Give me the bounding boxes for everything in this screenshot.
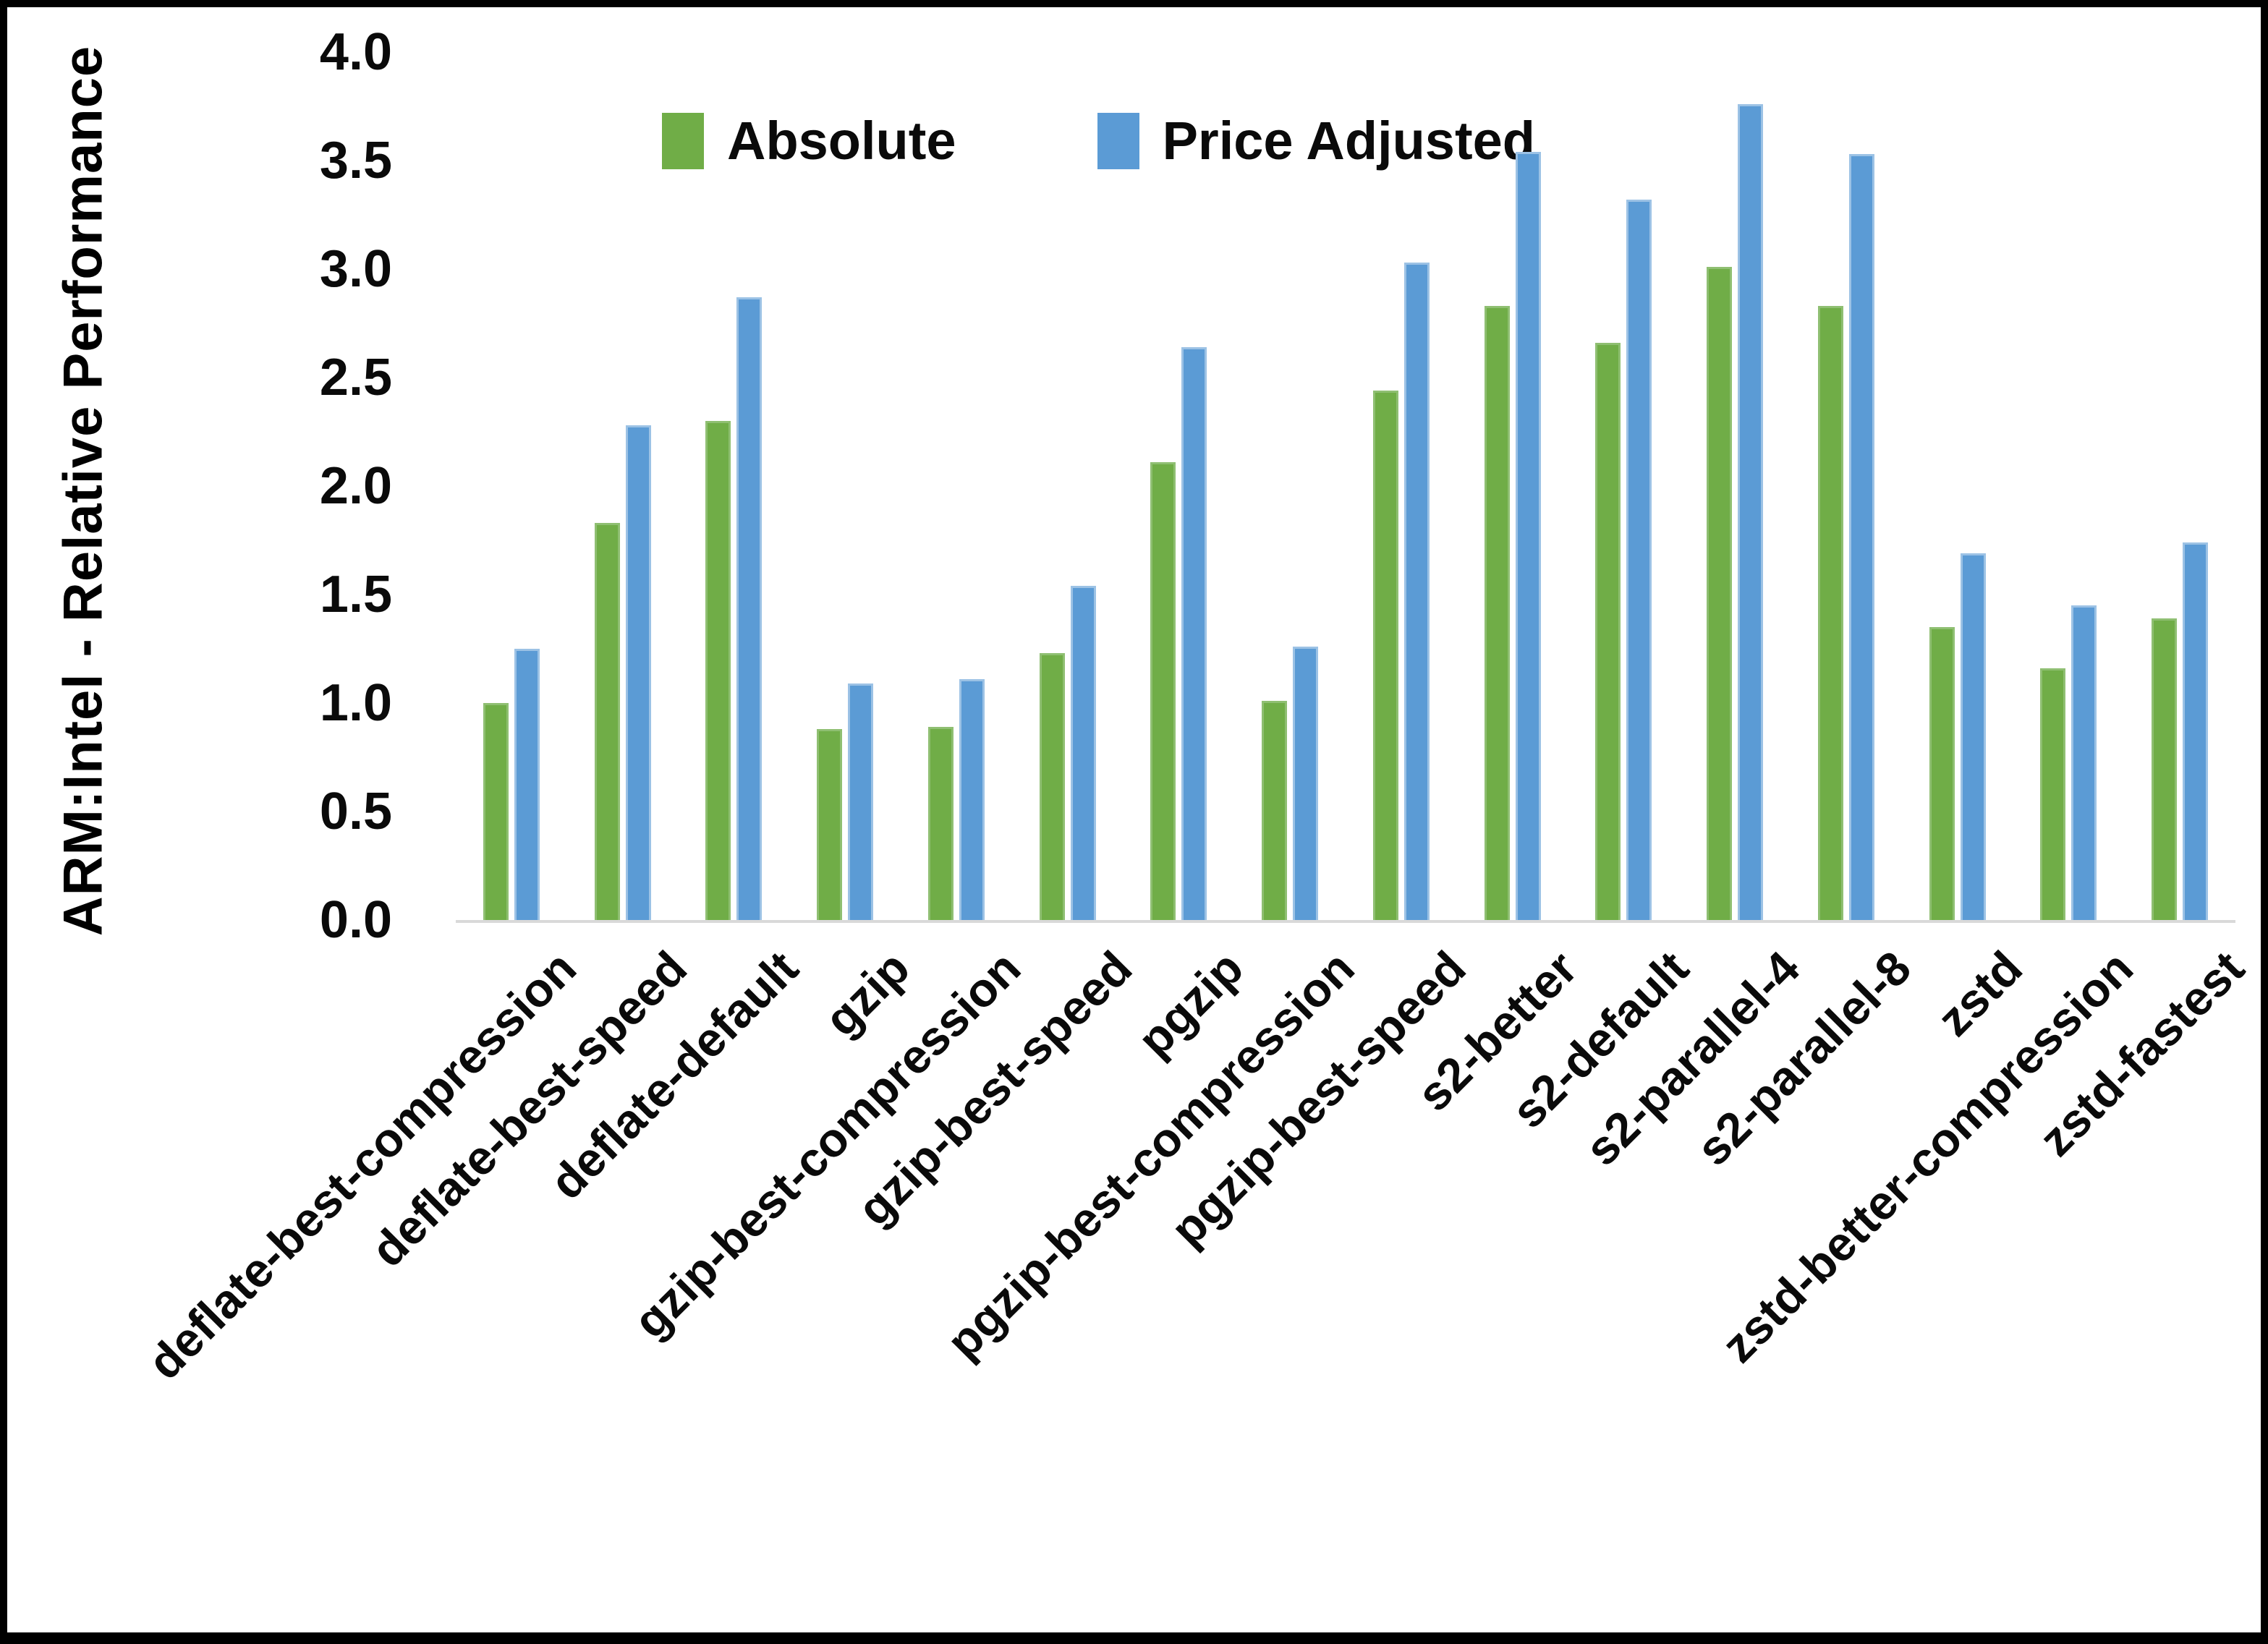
bar-s2-better-price-adjusted [1515,152,1541,920]
y-axis-title: ARM:Intel - Relative Performance [52,45,114,937]
bar-pgzip-best-speed-absolute [1372,391,1398,920]
bar-gzip-best-compression-absolute [927,727,954,920]
bar-deflate-best-compression-absolute [483,703,509,920]
y-tick-label-2.5: 2.5 [319,349,392,406]
bar-pgzip-best-compression-price-adjusted [1293,647,1319,920]
bar-gzip-best-speed-absolute [1039,653,1065,920]
bar-group-zstd [1902,52,2013,920]
legend-label-price-adjusted: Price Adjusted [1162,111,1535,171]
bar-group-pgzip-best-speed [1346,52,1457,920]
y-tick-label-0.0: 0.0 [319,891,392,949]
bar-s2-parallel-8-absolute [1817,306,1843,920]
price-adjusted-series-swatch-icon [1097,112,1139,169]
bar-gzip-best-compression-price-adjusted [959,679,985,920]
bar-group-deflate-default [679,52,790,920]
y-tick-label-4.0: 4.0 [319,23,392,81]
bar-zstd-fastest-absolute [2152,618,2178,920]
bar-pgzip-price-adjusted [1181,347,1207,920]
bar-pgzip-best-compression-absolute [1262,701,1288,920]
bar-pgzip-best-speed-price-adjusted [1403,263,1430,920]
bar-zstd-better-compression-price-adjusted [2071,605,2097,920]
bar-group-pgzip [1124,52,1235,920]
legend-label-absolute: Absolute [727,111,956,171]
y-tick-label-0.5: 0.5 [319,783,392,840]
bar-deflate-default-price-adjusted [736,297,763,920]
plot-area [456,52,2235,923]
y-tick-label-1.0: 1.0 [319,674,392,732]
bar-group-zstd-better-compression [2013,52,2125,920]
bar-group-gzip-best-speed [1012,52,1124,920]
x-label-deflate-best-compression: deflate-best-compression [137,940,586,1389]
bar-group-pgzip-best-compression [1234,52,1346,920]
legend-item-absolute: Absolute [662,110,956,171]
bar-group-s2-parallel-4 [1679,52,1791,920]
bar-zstd-fastest-price-adjusted [2183,542,2209,920]
bar-s2-parallel-8-price-adjusted [1848,154,1874,920]
bar-s2-parallel-4-absolute [1707,267,1733,920]
bar-group-s2-parallel-8 [1791,52,1902,920]
legend-item-price-adjusted: Price Adjusted [1097,110,1535,171]
bar-s2-default-price-adjusted [1626,200,1652,920]
bar-group-gzip [789,52,901,920]
y-tick-label-3.5: 3.5 [319,132,392,189]
bar-s2-better-absolute [1484,306,1510,920]
bar-pgzip-absolute [1150,462,1176,920]
bar-group-s2-better [1457,52,1568,920]
bar-group-zstd-fastest [2124,52,2235,920]
bar-zstd-better-compression-absolute [2040,668,2066,920]
bar-deflate-best-speed-absolute [594,523,620,920]
bar-gzip-best-speed-price-adjusted [1070,586,1096,920]
bar-s2-parallel-4-price-adjusted [1738,104,1764,920]
bar-group-gzip-best-compression [901,52,1012,920]
bar-zstd-price-adjusted [1960,553,1986,920]
bar-group-deflate-best-compression [456,52,567,920]
bar-group-s2-default [1568,52,1680,920]
bar-gzip-price-adjusted [848,683,874,920]
bar-deflate-default-absolute [705,421,731,920]
legend: Absolute Price Adjusted [662,110,1535,171]
bar-group-deflate-best-speed [567,52,679,920]
absolute-series-swatch-icon [662,112,704,169]
y-tick-label-1.5: 1.5 [319,566,392,623]
bar-deflate-best-speed-price-adjusted [625,425,651,920]
y-tick-label-2.0: 2.0 [319,457,392,515]
bar-gzip-absolute [817,729,843,920]
y-tick-label-3.0: 3.0 [319,240,392,298]
bar-deflate-best-compression-price-adjusted [514,649,540,920]
bar-zstd-absolute [1929,627,1955,920]
bar-s2-default-absolute [1595,343,1621,920]
